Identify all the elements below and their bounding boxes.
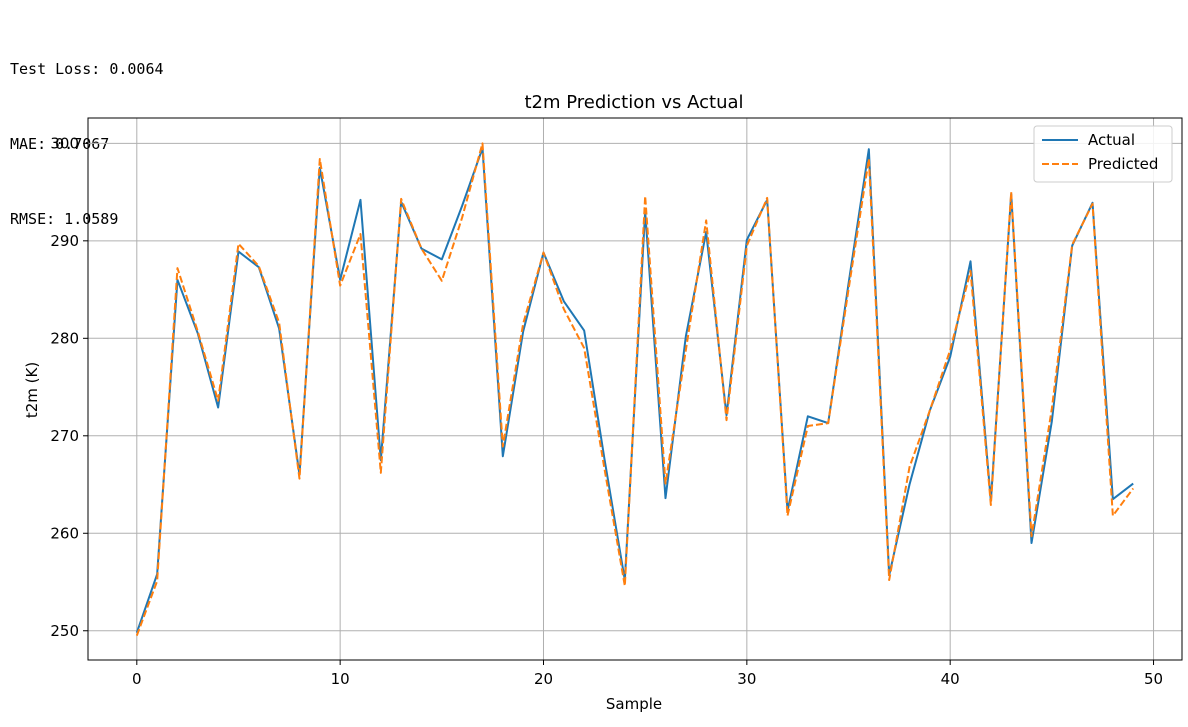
plot-frame [87,117,1183,661]
y-tick-label: 290 [50,232,79,250]
chart-title: t2m Prediction vs Actual [524,92,743,113]
x-axis-label: Sample [606,695,662,713]
legend-label-actual: Actual [1088,131,1135,149]
output-text: Test Loss: 0.0064 MAE: 0.7067 RMSE: 1.05… [10,7,164,257]
y-tick-label: 280 [50,329,79,347]
legend: Actual Predicted [1033,125,1173,183]
x-axis-ticks: 0 10 20 30 40 50 [132,660,1163,688]
x-tick-label: 40 [941,670,960,688]
y-tick-label: 300 [50,134,79,152]
y-tick-label: 270 [50,427,79,445]
series-line-predicted [135,142,1135,636]
y-axis-ticks: 250 260 270 280 290 300 [50,134,88,640]
x-tick-label: 0 [132,670,142,688]
grid [88,118,1182,660]
mae-line: MAE: 0.7067 [10,135,110,153]
x-tick-label: 50 [1144,670,1163,688]
test-loss-line: Test Loss: 0.0064 [10,60,164,78]
rmse-line: RMSE: 1.0589 [10,210,119,228]
series-lines [135,142,1135,636]
x-tick-label: 10 [331,670,350,688]
x-tick-label: 30 [737,670,756,688]
y-tick-label: 250 [50,622,79,640]
legend-label-predicted: Predicted [1088,155,1158,173]
y-axis-label: t2m (K) [23,362,41,418]
x-tick-label: 20 [534,670,553,688]
y-tick-label: 260 [50,524,79,542]
